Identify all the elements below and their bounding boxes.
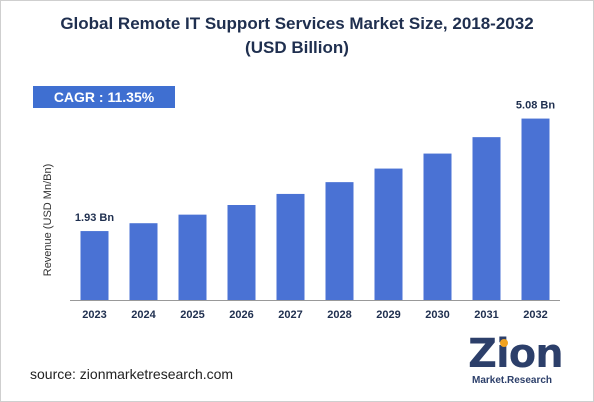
- bar-2032: [521, 118, 550, 300]
- bar-2027: [276, 193, 305, 300]
- x-tick-2032: 2032: [523, 309, 547, 321]
- x-tick-2029: 2029: [376, 309, 400, 321]
- data-label-2023: 1.93 Bn: [75, 212, 114, 224]
- zion-logo: Zion Market.Research: [468, 331, 574, 393]
- x-tick-2025: 2025: [180, 309, 204, 321]
- x-tick-2027: 2027: [278, 309, 302, 321]
- bars-group: [80, 118, 550, 300]
- x-tick-2030: 2030: [425, 309, 449, 321]
- x-tick-2026: 2026: [229, 309, 253, 321]
- bar-2024: [129, 223, 158, 300]
- x-tick-2031: 2031: [474, 309, 498, 321]
- cagr-badge: CAGR : 11.35%: [33, 86, 175, 108]
- bar-2031: [472, 137, 501, 300]
- bar-2026: [227, 205, 256, 300]
- bar-2030: [423, 153, 452, 300]
- bar-2023: [80, 231, 109, 300]
- logo-subtext: Market.Research: [472, 375, 553, 386]
- data-label-2032: 5.08 Bn: [516, 100, 555, 112]
- bar-2029: [374, 168, 403, 300]
- x-tick-2028: 2028: [327, 309, 351, 321]
- logo-dot: [500, 339, 508, 347]
- source-text: source: zionmarketresearch.com: [30, 366, 234, 382]
- x-tick-2024: 2024: [131, 309, 156, 321]
- chart-subtitle: (USD Billion): [245, 38, 349, 57]
- bar-2025: [178, 214, 207, 300]
- data-labels: 1.93 Bn 5.08 Bn: [75, 100, 555, 225]
- x-tick-2023: 2023: [82, 309, 106, 321]
- chart-title: Global Remote IT Support Services Market…: [60, 14, 534, 33]
- x-tick-labels: 2023 2024 2025 2026 2027 2028 2029 2030 2031 2032: [82, 309, 547, 321]
- logo-word: Zion: [468, 331, 564, 377]
- bar-2028: [325, 182, 354, 300]
